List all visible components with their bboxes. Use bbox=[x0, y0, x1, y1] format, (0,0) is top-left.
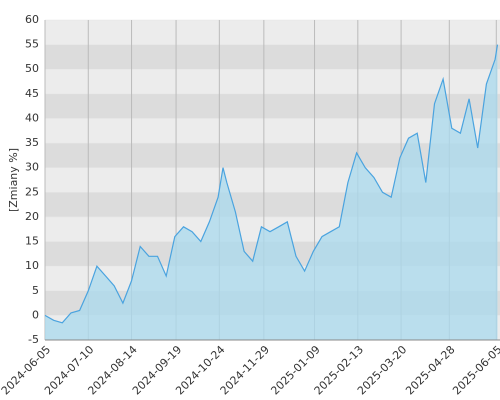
y-axis-label: [Zmiany %] bbox=[7, 148, 20, 212]
grid-band bbox=[45, 44, 500, 70]
y-tick-label: 25 bbox=[25, 185, 39, 198]
grid-band bbox=[45, 20, 500, 45]
x-tick-label: 2025-04-28 bbox=[403, 343, 457, 397]
y-tick-label: 35 bbox=[25, 136, 39, 149]
y-tick-label: 10 bbox=[25, 259, 39, 272]
y-tick-label: 5 bbox=[32, 284, 39, 297]
y-tick-label: 20 bbox=[25, 210, 39, 223]
y-tick-label: 0 bbox=[32, 308, 39, 321]
y-tick-label: 40 bbox=[25, 111, 39, 124]
y-tick-label: 60 bbox=[25, 13, 39, 26]
y-tick-label: 50 bbox=[25, 62, 39, 75]
y-tick-label: 30 bbox=[25, 161, 39, 174]
line bbox=[44, 44, 499, 324]
grid-band bbox=[45, 118, 500, 144]
y-tick-label: 45 bbox=[25, 87, 39, 100]
grid-band bbox=[45, 143, 500, 168]
x-tick-label: 2025-06-05 bbox=[450, 343, 500, 397]
y-tick-label: 55 bbox=[25, 38, 39, 51]
grid-band bbox=[45, 93, 500, 119]
grid-band bbox=[45, 69, 500, 94]
y-tick-label: 15 bbox=[25, 235, 39, 248]
area bbox=[45, 44, 498, 340]
y-tick-label: -5 bbox=[28, 333, 39, 346]
